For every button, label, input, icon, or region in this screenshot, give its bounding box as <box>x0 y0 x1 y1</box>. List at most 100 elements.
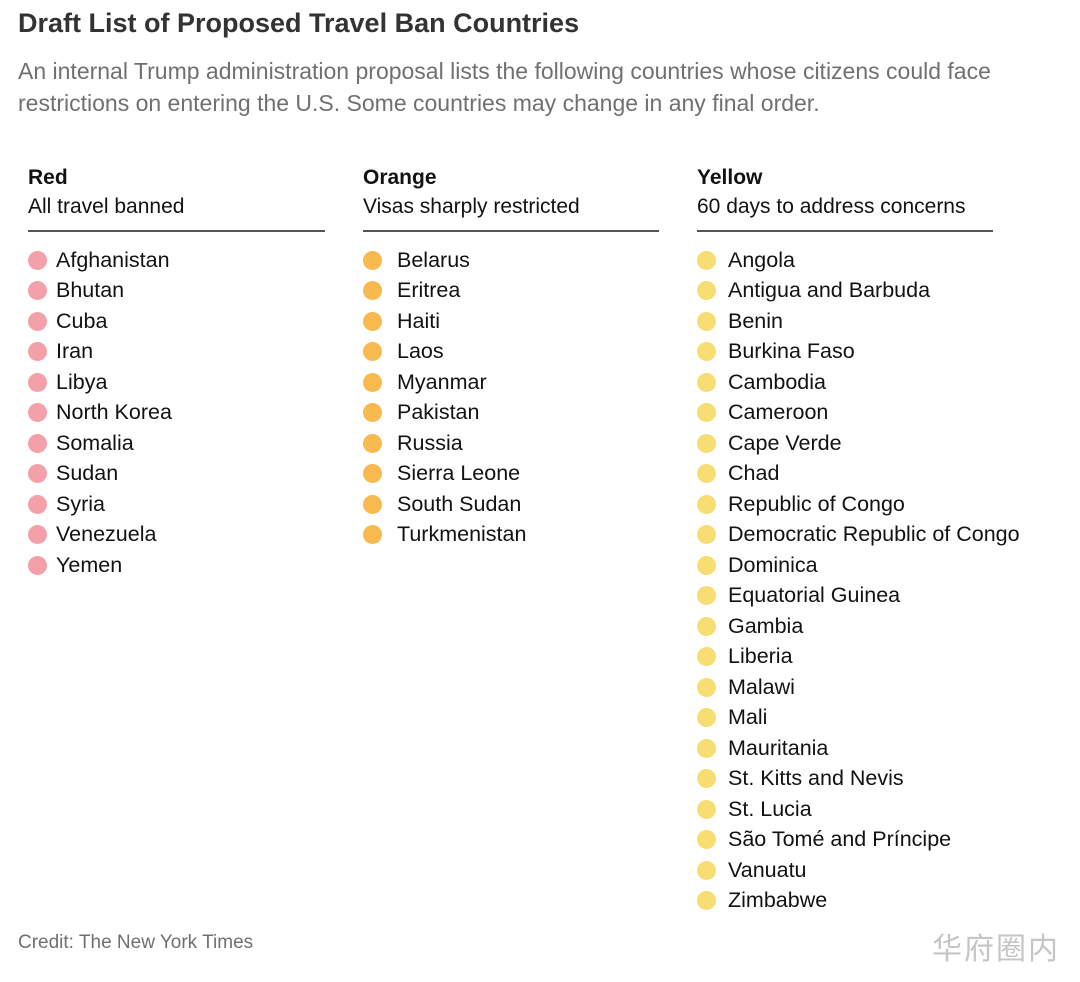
country-list-red: Afghanistan Bhutan Cuba Iran Libya North Kore… <box>28 245 325 581</box>
country-name: St. Lucia <box>728 796 812 821</box>
country-name: Zimbabwe <box>728 888 828 913</box>
category-dot-icon <box>28 342 47 362</box>
category-dot-icon <box>697 311 716 331</box>
country-name: Iran <box>56 339 94 364</box>
country-item: Belarus <box>363 245 659 276</box>
country-item: Burkina Faso <box>697 337 1020 368</box>
country-item: Myanmar <box>363 367 659 398</box>
country-name: Bhutan <box>56 278 125 303</box>
country-name: Gambia <box>728 613 804 638</box>
country-name: Turkmenistan <box>397 522 527 547</box>
country-item: St. Lucia <box>697 794 1020 825</box>
country-item: Equatorial Guinea <box>697 581 1020 612</box>
country-name: St. Kitts and Nevis <box>728 766 904 791</box>
category-dot-icon <box>697 738 716 758</box>
country-item: Gambia <box>697 611 1020 642</box>
category-dot-icon <box>697 647 716 667</box>
category-dot-icon <box>28 464 47 484</box>
country-item: Pakistan <box>363 398 659 429</box>
category-dot-icon <box>697 342 716 362</box>
country-name: Dominica <box>728 552 818 577</box>
category-dot-icon <box>363 464 382 484</box>
country-item: Yemen <box>28 550 325 581</box>
country-item: Iran <box>28 337 325 368</box>
country-item: South Sudan <box>363 489 659 520</box>
category-dot-icon <box>363 311 382 331</box>
country-name: Myanmar <box>397 369 487 394</box>
country-name: São Tomé and Príncipe <box>728 827 952 852</box>
country-name: Vanuatu <box>728 857 807 882</box>
country-item: Afghanistan <box>28 245 325 276</box>
country-item: Bhutan <box>28 276 325 307</box>
country-item: Syria <box>28 489 325 520</box>
column-description-orange: Visas sharply restricted <box>363 195 580 218</box>
country-name: South Sudan <box>397 491 522 516</box>
category-dot-icon <box>363 494 382 514</box>
category-dot-icon <box>28 311 47 331</box>
country-name: Mauritania <box>728 735 829 760</box>
country-item: St. Kitts and Nevis <box>697 764 1020 795</box>
column-divider <box>697 230 993 232</box>
country-name: Angola <box>728 247 795 272</box>
category-dot-icon <box>697 494 716 514</box>
country-name: Sierra Leone <box>397 461 521 486</box>
country-item: Libya <box>28 367 325 398</box>
country-item: Sudan <box>28 459 325 490</box>
category-dot-icon <box>697 616 716 636</box>
column-orange: Orange Visas sharply restricted Belarus E… <box>363 164 659 550</box>
country-item: Dominica <box>697 550 1020 581</box>
country-item: Cameroon <box>697 398 1020 429</box>
country-item: Liberia <box>697 642 1020 673</box>
country-name: Cameroon <box>728 400 829 425</box>
country-name: Cambodia <box>728 369 826 394</box>
country-item: Malawi <box>697 672 1020 703</box>
column-red: Red All travel banned Afghanistan Bhutan C… <box>28 164 325 581</box>
category-dot-icon <box>697 525 716 545</box>
category-dot-icon <box>28 433 47 453</box>
country-name: Libya <box>56 369 108 394</box>
category-dot-icon <box>697 372 716 392</box>
category-dot-icon <box>697 799 716 819</box>
country-name: Burkina Faso <box>728 339 855 364</box>
country-item: Russia <box>363 428 659 459</box>
country-name: Malawi <box>728 674 795 699</box>
category-dot-icon <box>697 281 716 301</box>
column-yellow: Yellow 60 days to address concerns Angol… <box>697 164 1020 916</box>
country-item: Turkmenistan <box>363 520 659 551</box>
category-dot-icon <box>28 372 47 392</box>
category-dot-icon <box>363 525 382 545</box>
country-item: Vanuatu <box>697 855 1020 886</box>
column-divider <box>28 230 325 232</box>
category-dot-icon <box>697 860 716 880</box>
country-name: Pakistan <box>397 400 480 425</box>
watermark: 华府圈内 <box>932 932 1060 967</box>
country-item: Angola <box>697 245 1020 276</box>
category-dot-icon <box>28 525 47 545</box>
country-list-orange: Belarus Eritrea Haiti Laos Myanmar Pakistan Ru… <box>363 245 659 550</box>
category-dot-icon <box>363 372 382 392</box>
country-name: Syria <box>56 491 105 516</box>
country-name: Afghanistan <box>56 247 170 272</box>
page-subtitle: An internal Trump administration proposa… <box>18 58 991 116</box>
column-divider <box>363 230 659 232</box>
country-name: Mali <box>728 705 768 730</box>
country-name: Republic of Congo <box>728 491 905 516</box>
category-dot-icon <box>697 891 716 911</box>
country-item: Venezuela <box>28 520 325 551</box>
category-dot-icon <box>363 342 382 362</box>
country-name: Venezuela <box>56 522 157 547</box>
category-dot-icon <box>697 403 716 423</box>
country-name: Eritrea <box>397 278 461 303</box>
country-item: Mauritania <box>697 733 1020 764</box>
country-item: Sierra Leone <box>363 459 659 490</box>
category-dot-icon <box>697 555 716 575</box>
page-title: Draft List of Proposed Travel Ban Countr… <box>18 8 580 38</box>
country-name: Sudan <box>56 461 119 486</box>
country-name: Somalia <box>56 430 134 455</box>
category-dot-icon <box>697 464 716 484</box>
country-name: Liberia <box>728 644 793 669</box>
category-dot-icon <box>363 403 382 423</box>
country-name: Yemen <box>56 552 123 577</box>
category-dot-icon <box>697 708 716 728</box>
country-item: Eritrea <box>363 276 659 307</box>
